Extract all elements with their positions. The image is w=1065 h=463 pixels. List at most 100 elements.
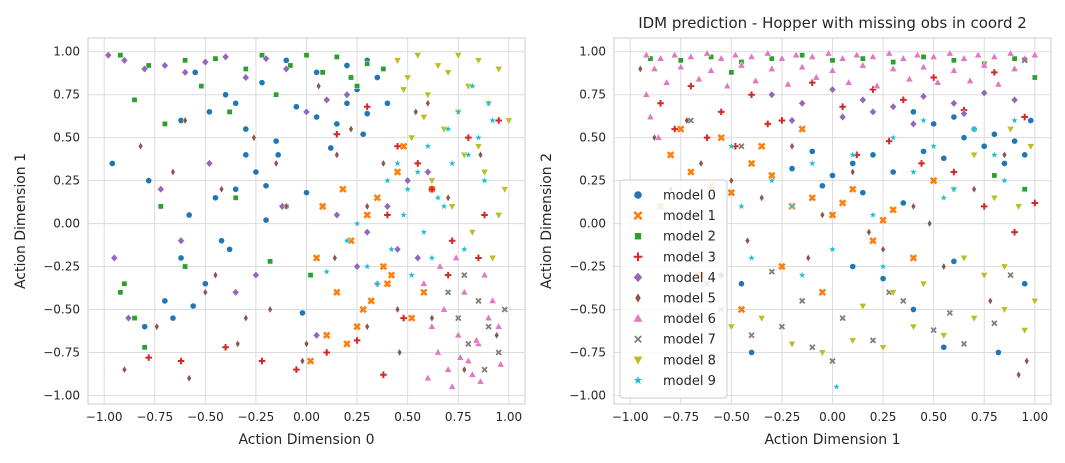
data-point xyxy=(764,120,772,128)
data-point xyxy=(950,113,958,121)
data-point xyxy=(383,279,392,288)
data-point xyxy=(448,159,457,167)
data-point xyxy=(731,50,740,59)
data-point xyxy=(161,297,169,305)
data-point xyxy=(444,124,453,133)
data-point xyxy=(221,52,230,62)
data-point xyxy=(744,236,751,246)
data-point xyxy=(488,255,497,263)
data-point xyxy=(259,52,265,59)
y-tick-label: 0.00 xyxy=(53,217,80,231)
x-tick-label: 0.50 xyxy=(920,410,947,424)
y-tick-label: 0.25 xyxy=(53,174,80,188)
data-point xyxy=(946,309,953,317)
data-point xyxy=(838,112,847,122)
data-point xyxy=(387,245,396,253)
y-tick-label: 1.00 xyxy=(579,45,606,59)
data-point xyxy=(394,305,401,314)
data-point xyxy=(824,48,833,57)
data-point xyxy=(930,120,938,128)
data-point xyxy=(1014,203,1023,211)
data-point xyxy=(723,81,732,90)
x-tick-label: 1.00 xyxy=(1021,410,1048,424)
legend-label: model 2 xyxy=(663,230,716,245)
data-point xyxy=(303,52,310,59)
x-tick-label: −0.25 xyxy=(238,410,275,424)
data-point xyxy=(677,57,684,64)
data-point xyxy=(464,150,473,159)
data-point xyxy=(428,185,436,193)
data-point xyxy=(788,165,796,173)
data-point xyxy=(657,99,664,107)
data-point xyxy=(844,78,853,86)
data-point xyxy=(1007,272,1014,279)
data-point xyxy=(1021,186,1028,193)
data-point xyxy=(889,206,897,214)
x-tick-label: 0.25 xyxy=(870,410,897,424)
x-tick-label: 1.00 xyxy=(495,410,522,424)
y-tick-label: 0.50 xyxy=(53,131,80,145)
x-tick-label: 0.25 xyxy=(344,410,371,424)
data-point xyxy=(419,114,428,122)
data-point xyxy=(484,313,493,321)
data-point xyxy=(748,91,755,99)
data-point xyxy=(933,78,942,86)
data-point xyxy=(686,52,695,60)
data-point xyxy=(333,54,340,60)
data-point xyxy=(959,255,969,263)
data-point xyxy=(157,185,165,194)
data-point xyxy=(852,50,861,59)
data-point xyxy=(1020,327,1029,335)
data-point xyxy=(476,377,485,385)
data-point xyxy=(808,147,816,155)
legend-marker xyxy=(634,232,642,240)
data-point xyxy=(420,288,428,297)
data-point xyxy=(373,74,381,81)
legend-label: model 6 xyxy=(663,312,716,327)
data-point xyxy=(319,69,326,76)
data-point xyxy=(273,91,280,98)
data-point xyxy=(380,371,387,379)
data-point xyxy=(990,52,999,60)
data-point xyxy=(778,117,786,124)
legend-marker xyxy=(633,190,643,200)
data-point xyxy=(637,64,643,74)
scatter-points xyxy=(104,51,513,390)
data-point xyxy=(348,124,354,134)
data-point xyxy=(818,349,827,357)
data-point xyxy=(252,270,260,280)
data-point xyxy=(783,79,793,88)
data-point xyxy=(292,103,300,111)
data-point xyxy=(798,99,806,108)
data-point xyxy=(494,66,503,74)
data-point xyxy=(373,194,382,202)
legend-box xyxy=(619,179,728,399)
y-tick-label: −0.50 xyxy=(569,302,606,316)
data-point xyxy=(353,322,361,331)
data-point xyxy=(339,185,347,193)
y-tick-label: 0.75 xyxy=(53,88,80,102)
data-point xyxy=(201,57,210,67)
data-point xyxy=(868,210,878,219)
data-point xyxy=(919,62,928,71)
data-point xyxy=(869,151,877,159)
data-point xyxy=(407,270,416,279)
data-point xyxy=(480,176,489,185)
data-point xyxy=(468,81,477,90)
data-point xyxy=(262,216,270,224)
data-point xyxy=(393,168,402,176)
y-tick-label: −0.75 xyxy=(569,345,606,359)
data-point xyxy=(475,297,482,305)
data-point xyxy=(461,272,468,279)
data-point xyxy=(488,116,497,124)
data-point xyxy=(191,68,199,76)
data-point xyxy=(181,68,189,77)
data-point xyxy=(124,313,133,323)
data-point xyxy=(272,137,280,145)
data-point xyxy=(425,99,431,108)
data-point xyxy=(687,82,695,90)
data-point xyxy=(393,57,402,65)
data-point xyxy=(363,228,371,237)
data-point xyxy=(283,202,289,211)
legend-label: model 0 xyxy=(663,189,716,204)
